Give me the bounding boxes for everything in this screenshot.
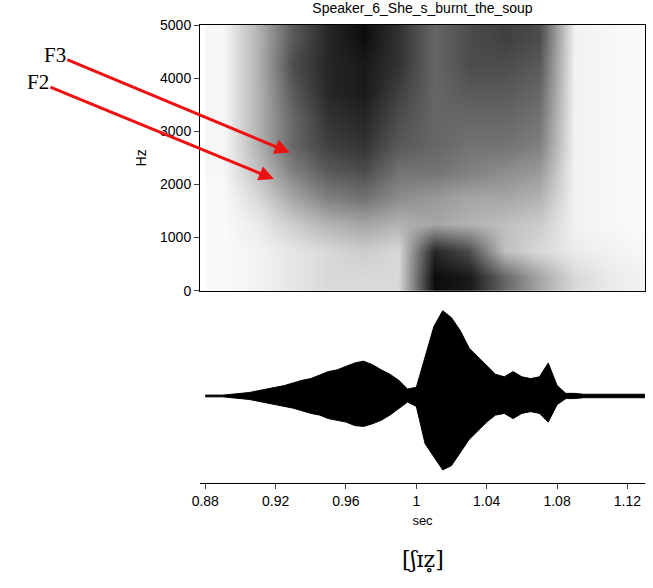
svg-text:F3: F3 bbox=[44, 43, 66, 67]
svg-text:0.96: 0.96 bbox=[332, 493, 359, 509]
svg-text:4000: 4000 bbox=[160, 70, 191, 86]
svg-text:1.12: 1.12 bbox=[614, 493, 641, 509]
svg-text:1000: 1000 bbox=[160, 229, 191, 245]
svg-text:3000: 3000 bbox=[160, 123, 191, 139]
svg-text:Hz: Hz bbox=[133, 149, 149, 166]
svg-text:sec: sec bbox=[412, 513, 433, 528]
svg-text:[ʃɪz̥]: [ʃɪz̥] bbox=[402, 547, 444, 573]
svg-text:0.88: 0.88 bbox=[192, 493, 219, 509]
svg-text:1.08: 1.08 bbox=[543, 493, 570, 509]
svg-text:F2: F2 bbox=[27, 70, 49, 94]
svg-text:1.04: 1.04 bbox=[473, 493, 500, 509]
svg-text:5000: 5000 bbox=[160, 17, 191, 33]
svg-text:2000: 2000 bbox=[160, 176, 191, 192]
svg-text:1: 1 bbox=[412, 493, 420, 509]
svg-text:Speaker_6_She_s_burnt_the_soup: Speaker_6_She_s_burnt_the_soup bbox=[312, 0, 533, 16]
svg-text:0: 0 bbox=[183, 283, 191, 299]
svg-text:0.92: 0.92 bbox=[262, 493, 289, 509]
